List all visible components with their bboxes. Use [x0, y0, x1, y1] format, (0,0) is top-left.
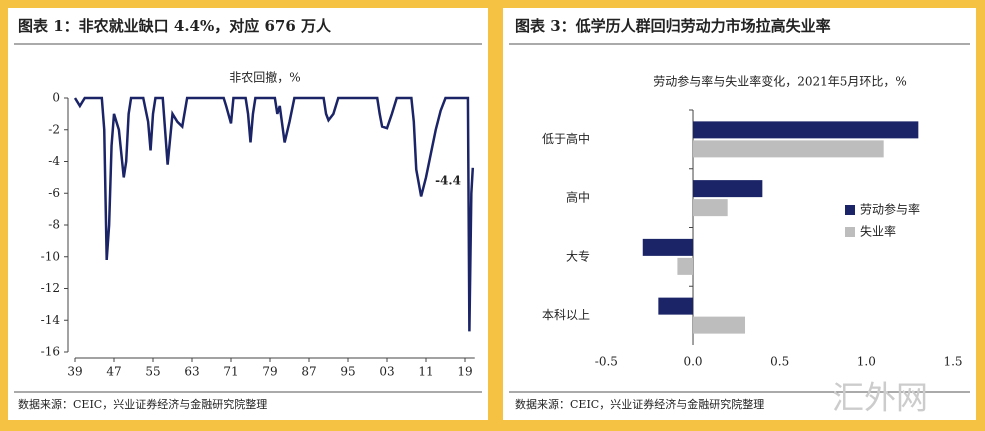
x-tick-label: 19: [457, 365, 472, 379]
x-tick-label: 95: [340, 365, 355, 379]
annotation: -4.4: [435, 174, 461, 188]
chart-subtitle: 非农回撤，%: [229, 70, 300, 85]
watermark: 汇外网: [832, 379, 928, 417]
y-tick-label: -12: [41, 281, 60, 295]
bar: [658, 297, 694, 315]
x-tick-label: 1.5: [943, 355, 962, 369]
x-tick-label: 39: [67, 365, 82, 379]
bar: [693, 140, 884, 158]
x-tick-label: 55: [145, 365, 160, 379]
y-tick-label: -10: [41, 249, 60, 263]
category-label: 低于高中: [542, 131, 590, 146]
x-tick-label: 63: [184, 365, 199, 379]
bar: [693, 180, 763, 198]
x-tick-label: 79: [262, 365, 277, 379]
x-tick-label: 87: [301, 365, 316, 379]
bar: [693, 316, 746, 334]
source: 数据来源：CEIC，兴业证券经济与金融研究院整理: [515, 397, 764, 411]
x-tick-label: 47: [106, 365, 121, 379]
y-tick-label: 0: [52, 91, 60, 105]
bar: [693, 199, 728, 217]
x-tick-label: 0.5: [770, 355, 789, 369]
legend-swatch: [845, 227, 855, 237]
chart-subtitle: 劳动参与率与失业率变化，2021年5月环比，%: [653, 74, 907, 89]
x-tick-label: 11: [418, 365, 433, 379]
legend-label: 劳动参与率: [860, 202, 920, 217]
x-tick-label: 0.0: [683, 355, 702, 369]
y-tick-label: -8: [48, 218, 60, 232]
chart-title: 图表 1：非农就业缺口 4.4%，对应 676 万人: [18, 17, 332, 35]
y-tick-label: -4: [48, 154, 60, 168]
left-panel: [8, 8, 488, 420]
legend-swatch: [845, 205, 855, 215]
source: 数据来源：CEIC，兴业证券经济与金融研究院整理: [18, 397, 267, 411]
x-tick-label: 03: [379, 365, 394, 379]
y-tick-label: -16: [41, 345, 60, 359]
right-panel: [503, 8, 976, 420]
bar: [642, 238, 694, 256]
legend-label: 失业率: [860, 224, 896, 239]
bar: [693, 121, 919, 139]
x-tick-label: 71: [223, 365, 238, 379]
chart-title: 图表 3：低学历人群回归劳动力市场拉高失业率: [515, 17, 831, 35]
bar: [677, 257, 694, 275]
category-label: 高中: [566, 190, 590, 205]
x-tick-label: 1.0: [857, 355, 876, 369]
y-tick-label: -6: [48, 186, 60, 200]
category-label: 本科以上: [542, 308, 590, 322]
y-tick-label: -2: [48, 122, 60, 136]
category-label: 大专: [566, 248, 590, 263]
y-tick-label: -14: [41, 313, 61, 327]
x-tick-label: -0.5: [595, 355, 618, 369]
line: [73, 96, 475, 332]
